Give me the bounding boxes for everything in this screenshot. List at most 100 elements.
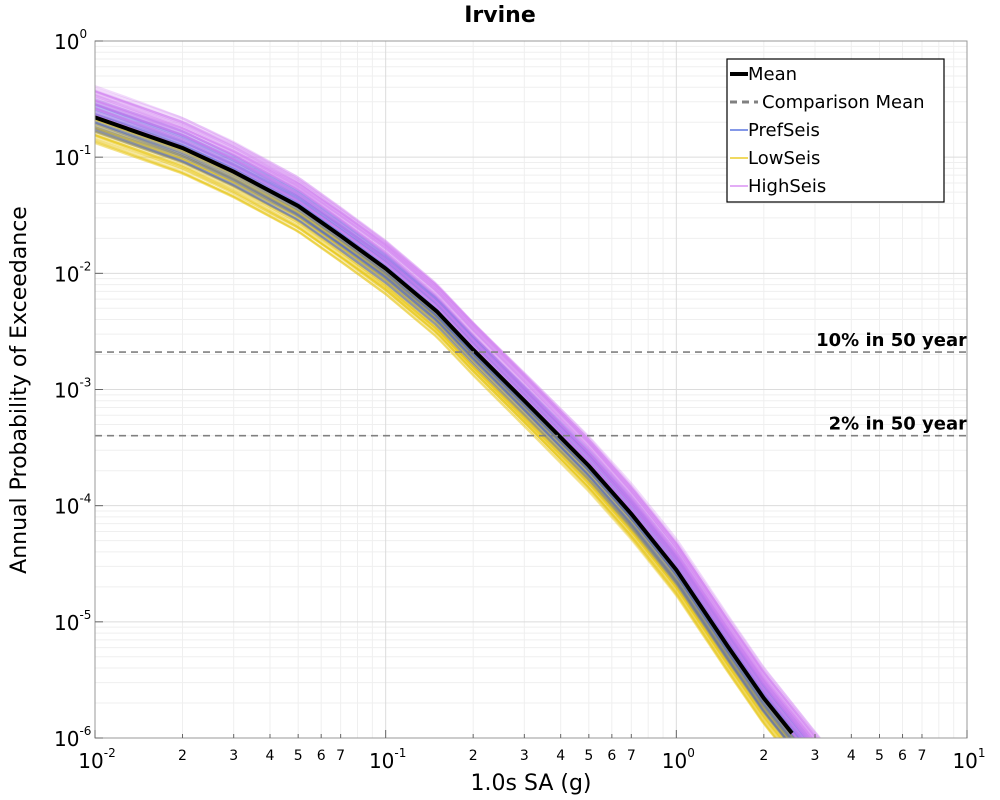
tick-exponent: 0 [79, 27, 87, 41]
branch-curve-highseis [95, 103, 808, 738]
branch-curve-lowseis [95, 124, 791, 738]
tick-exponent: -1 [79, 143, 91, 157]
chart-title: Irvine [464, 3, 536, 28]
branch-curve-prefseis [95, 107, 804, 738]
x-tick-label: 101 [952, 746, 985, 773]
branch-curve-lowseis [95, 130, 787, 738]
legend-item: HighSeis [730, 176, 826, 197]
branch-curve-lowseis [95, 130, 786, 738]
tick-base: 10 [952, 749, 977, 773]
x-minor-tick-label: 4 [556, 748, 565, 764]
legend-label: HighSeis [748, 176, 826, 197]
branch-curve-lowseis [95, 137, 780, 738]
branch-curve-prefseis [95, 107, 803, 738]
legend-label: Comparison Mean [762, 92, 925, 113]
legend-item: LowSeis [730, 148, 820, 169]
reference-line-label: 10% in 50 year [816, 330, 967, 351]
branch-curve-lowseis [95, 122, 791, 738]
legend-item: PrefSeis [730, 120, 820, 141]
branch-curve-highseis [95, 101, 808, 738]
y-tick-label: 10-4 [54, 492, 91, 519]
branch-curve-highseis [95, 116, 798, 738]
branch-curve-highseis [95, 99, 813, 738]
branch-curve-prefseis [95, 113, 800, 738]
branch-curve-highseis [95, 94, 815, 738]
branch-curve-lowseis [95, 127, 789, 738]
branch-curve-lowseis [95, 129, 788, 738]
x-minor-tick-label: 7 [336, 748, 345, 764]
x-minor-tick-label: 7 [627, 748, 636, 764]
x-axis-label: 1.0s SA (g) [471, 771, 592, 796]
branch-curve-highseis [95, 103, 809, 738]
branch-group-prefseis [95, 98, 811, 738]
reference-lines: 10% in 50 year 2% in 50 year [95, 330, 967, 437]
branch-curve-lowseis [95, 134, 784, 738]
branch-curve-prefseis [95, 103, 808, 738]
tick-base: 10 [54, 727, 79, 751]
branch-curve-lowseis [95, 134, 781, 738]
x-tick-label: 100 [662, 746, 695, 773]
x-tick-label: 10-2 [78, 746, 115, 773]
branch-curve-prefseis [95, 103, 806, 738]
branch-curve-highseis [95, 114, 799, 738]
branch-curve-prefseis [95, 106, 807, 738]
branch-curve-highseis [95, 107, 802, 738]
branch-curve-lowseis [95, 139, 778, 738]
branch-curve-highseis [95, 111, 802, 738]
branch-curve-lowseis [95, 126, 789, 738]
branch-curve-lowseis [95, 115, 799, 738]
branch-curve-highseis [95, 107, 805, 738]
branch-group-lowseis [95, 113, 799, 738]
branch-curve-highseis [95, 113, 798, 738]
branch-curve-highseis [95, 90, 819, 738]
branch-curve-lowseis [95, 126, 791, 738]
branch-curve-prefseis [95, 112, 802, 738]
x-minor-tick-label: 7 [918, 748, 927, 764]
tick-base: 10 [54, 379, 79, 403]
x-minor-tick-label: 4 [847, 748, 856, 764]
branch-curve-highseis [95, 94, 814, 738]
branch-curve-prefseis [95, 112, 800, 738]
mean-curve-layer [95, 115, 794, 735]
branch-curve-highseis [95, 89, 818, 738]
branch-curve-prefseis [95, 117, 797, 738]
tick-exponent: -2 [79, 259, 91, 273]
branch-curve-highseis [95, 99, 814, 738]
branch-curve-highseis [95, 115, 799, 738]
branch-curve-lowseis [95, 113, 799, 738]
tick-exponent: 0 [687, 746, 695, 760]
x-minor-tick-label: 6 [607, 748, 616, 764]
y-axis-label: Annual Probability of Exceedance [7, 206, 32, 574]
branch-curve-highseis [95, 113, 799, 738]
branch-curve-lowseis [95, 124, 791, 738]
branch-curve-highseis [95, 85, 821, 738]
branch-curve-prefseis [95, 112, 800, 738]
branch-curve-lowseis [95, 137, 781, 738]
legend-item: Comparison Mean [730, 92, 925, 113]
x-minor-tick-label: 6 [898, 748, 907, 764]
branch-curve-highseis [95, 103, 809, 738]
branch-curve-lowseis [95, 126, 789, 738]
y-tick-label: 10-3 [54, 376, 91, 403]
x-minor-tick-label: 3 [811, 748, 820, 764]
branch-curve-highseis [95, 106, 807, 738]
legend-label: Mean [748, 64, 797, 85]
branch-curve-lowseis [95, 142, 777, 738]
branch-curve-highseis [95, 96, 814, 738]
branch-curve-prefseis [95, 120, 796, 738]
branch-curve-prefseis [95, 98, 811, 738]
y-tick-label: 10-6 [54, 724, 91, 751]
x-minor-tick-label: 3 [229, 748, 238, 764]
branch-curve-prefseis [95, 116, 800, 738]
branch-curve-prefseis [95, 117, 798, 738]
tick-exponent: -5 [79, 608, 91, 622]
branch-curve-prefseis [95, 102, 810, 738]
tick-exponent: 1 [978, 746, 986, 760]
tick-base: 10 [54, 262, 79, 286]
branch-curve-lowseis [95, 135, 783, 738]
branch-curve-highseis [95, 90, 816, 738]
branch-curve-highseis [95, 98, 811, 738]
branch-curve-lowseis [95, 122, 793, 738]
